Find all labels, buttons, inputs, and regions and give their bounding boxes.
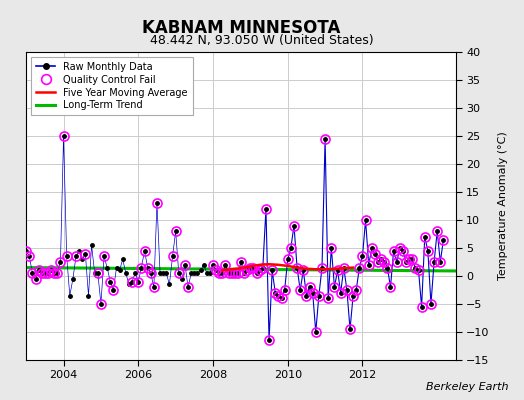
Text: 48.442 N, 93.050 W (United States): 48.442 N, 93.050 W (United States) — [150, 34, 374, 47]
Text: Berkeley Earth: Berkeley Earth — [426, 382, 508, 392]
Y-axis label: Temperature Anomaly (°C): Temperature Anomaly (°C) — [498, 132, 508, 280]
Title: KABNAM MINNESOTA: KABNAM MINNESOTA — [142, 18, 340, 36]
Legend: Raw Monthly Data, Quality Control Fail, Five Year Moving Average, Long-Term Tren: Raw Monthly Data, Quality Control Fail, … — [31, 57, 192, 115]
